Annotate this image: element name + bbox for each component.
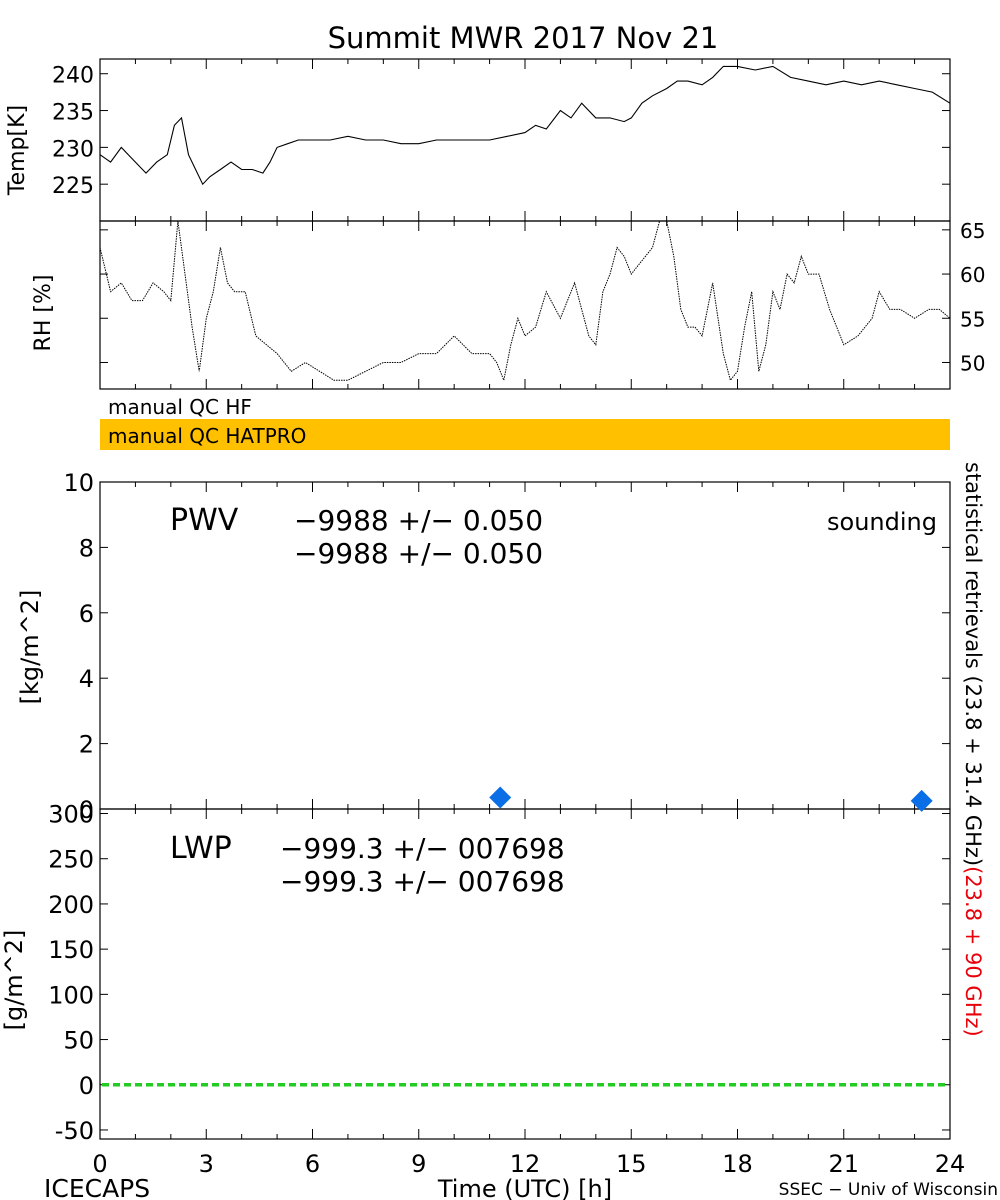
chart-title: Summit MWR 2017 Nov 21 (328, 21, 719, 55)
lwp-ylabel: [g/m^2] (0, 930, 28, 1031)
rh-ytick-label: 50 (960, 351, 985, 375)
x-tick-label: 0 (92, 1150, 107, 1178)
lwp-ytick-label: 200 (48, 891, 94, 919)
lwp-y-axis: -50 0 50 100 150 200 250 300 (48, 801, 950, 1145)
lwp-stat-red: −999.3 +/− 007698 (280, 865, 565, 898)
lwp-label: LWP (170, 831, 232, 866)
lwp-stat-black: −999.3 +/− 007698 (280, 832, 565, 865)
right-label-red: (23.8 + 90 GHz) (961, 866, 985, 1037)
rh-ytick-label: 55 (960, 307, 985, 331)
x-tick-label: 3 (199, 1150, 214, 1178)
sounding-point (910, 789, 933, 812)
sounding-legend: sounding (827, 508, 937, 536)
lwp-ytick-label: 250 (48, 846, 94, 874)
pwv-y-axis: 0 2 4 6 8 10 (63, 469, 950, 824)
pwv-ytick-label: 4 (79, 665, 94, 693)
rh-ylabel: RH [%] (31, 275, 56, 352)
x-axis-label: Time (UTC) [h] (437, 1175, 612, 1200)
temp-series-line (99, 65, 951, 186)
temp-y-axis: 225 230 235 240 (52, 64, 950, 199)
pwv-sounding-points (489, 786, 933, 812)
x-axis: 0 3 6 9 12 15 18 21 24 (92, 59, 965, 1178)
x-tick-label: 24 (935, 1150, 966, 1178)
lwp-ytick-label: 50 (63, 1027, 94, 1055)
rh-ytick-label: 60 (960, 263, 985, 287)
lwp-ytick-label: -50 (55, 1117, 94, 1145)
footer-right: SSEC − Univ of Wisconsin (779, 1180, 998, 1200)
pwv-stat-black: −9988 +/− 0.050 (294, 504, 543, 537)
temp-ytick-label: 235 (52, 101, 94, 126)
rh-panel-frame (99, 220, 951, 390)
rh-y-axis: 50 55 60 65 (100, 219, 985, 375)
qc-hatpro-label: manual QC HATPRO (108, 424, 306, 448)
temp-ytick-label: 240 (52, 64, 94, 89)
pwv-ytick-label: 0 (79, 796, 94, 824)
sounding-point (489, 786, 512, 809)
x-tick-label: 6 (305, 1150, 320, 1178)
pwv-stat-red: −9988 +/− 0.050 (294, 537, 543, 570)
rh-series-line (99, 220, 951, 382)
lwp-ytick-label: 100 (48, 981, 94, 1009)
right-label-black: statistical retrievals (23.8 + 31.4 GHz) (961, 462, 985, 866)
x-tick-label: 15 (616, 1150, 647, 1178)
qc-hf-label: manual QC HF (108, 395, 252, 419)
right-vertical-label: statistical retrievals (23.8 + 31.4 GHz)… (961, 462, 985, 1037)
footer-left: ICECAPS (44, 1174, 150, 1200)
pwv-ytick-label: 8 (79, 534, 94, 562)
lwp-ytick-label: 300 (48, 801, 94, 829)
x-tick-label: 21 (828, 1150, 859, 1178)
rh-ytick-label: 65 (960, 219, 985, 243)
x-tick-label: 18 (722, 1150, 753, 1178)
x-tick-label: 12 (510, 1150, 541, 1178)
qc-hatpro-bar (100, 419, 950, 450)
pwv-ytick-label: 2 (79, 731, 94, 759)
x-tick-label: 9 (411, 1150, 426, 1178)
pwv-ytick-label: 10 (63, 469, 94, 497)
temp-ytick-label: 230 (52, 137, 94, 162)
pwv-ylabel: [kg/m^2] (16, 590, 44, 705)
lwp-ytick-label: 0 (79, 1072, 94, 1100)
temp-ylabel: Temp[K] (5, 105, 30, 196)
pwv-label: PWV (170, 503, 239, 538)
temp-ytick-label: 225 (52, 174, 94, 199)
pwv-ytick-label: 6 (79, 600, 94, 628)
temp-panel-frame (99, 58, 951, 222)
lwp-ytick-label: 150 (48, 936, 94, 964)
